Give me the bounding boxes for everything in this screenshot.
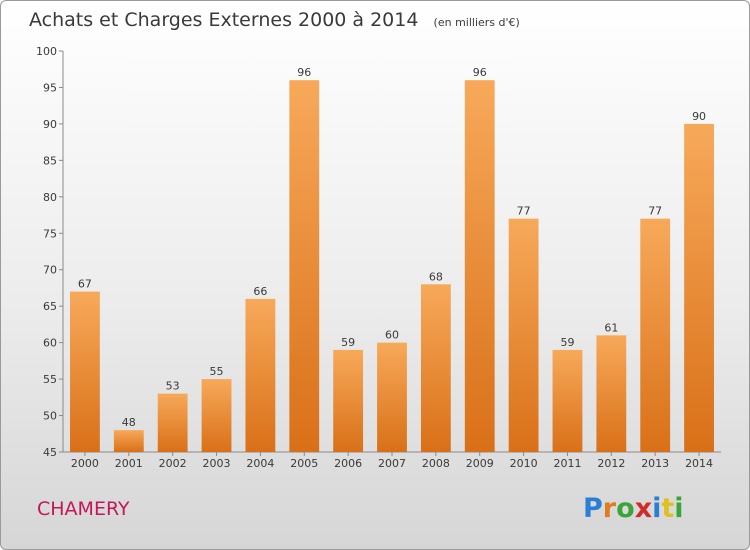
bar-2001 <box>113 430 144 452</box>
logo-letter: i <box>652 493 661 524</box>
bar-2008 <box>420 284 451 452</box>
logo-letter: o <box>616 493 635 524</box>
x-tick-label-2006: 2006 <box>334 457 362 470</box>
bar-2004 <box>245 298 276 452</box>
bar-2002 <box>157 393 188 452</box>
logo-letter: t <box>661 493 674 524</box>
x-tick-label-2000: 2000 <box>71 457 99 470</box>
value-label-2006: 59 <box>341 336 355 349</box>
chart-unit-text: (en milliers d'€) <box>434 16 520 29</box>
bar-2006 <box>333 349 364 452</box>
x-tick-label-2005: 2005 <box>290 457 318 470</box>
bar-2003 <box>201 379 232 452</box>
x-tick-label-2001: 2001 <box>115 457 143 470</box>
commune-name: CHAMERY <box>37 498 130 520</box>
value-label-2002: 53 <box>166 380 180 393</box>
x-tick-label-2013: 2013 <box>641 457 669 470</box>
value-label-2004: 66 <box>253 285 267 298</box>
chart-bars: 67 48 53 55 66 96 59 60 68 96 77 59 61 77 90 <box>70 66 714 452</box>
y-tick-label: 55 <box>43 373 57 386</box>
logo-letter: r <box>603 493 617 524</box>
y-tick-label: 95 <box>43 81 57 94</box>
logo-letter: P <box>583 493 603 524</box>
x-tick-label-2004: 2004 <box>246 457 274 470</box>
x-tick-label-2009: 2009 <box>466 457 494 470</box>
bar-2011 <box>552 349 583 452</box>
bar-2010 <box>508 218 539 452</box>
value-label-2003: 55 <box>210 365 224 378</box>
value-label-2012: 61 <box>604 321 618 334</box>
bar-2005 <box>289 80 320 452</box>
logo-letter: x <box>635 493 652 524</box>
value-label-2011: 59 <box>560 336 574 349</box>
y-tick-label: 85 <box>43 154 57 167</box>
y-tick-label: 90 <box>43 118 57 131</box>
x-tick-label-2007: 2007 <box>378 457 406 470</box>
bar-2007 <box>377 342 407 452</box>
y-tick-label: 75 <box>43 227 57 240</box>
x-tick-label-2012: 2012 <box>597 457 625 470</box>
x-tick-label-2010: 2010 <box>510 457 538 470</box>
bar-2000 <box>70 291 100 452</box>
x-tick-label-2014: 2014 <box>685 457 713 470</box>
x-tick-label-2002: 2002 <box>159 457 187 470</box>
chart-title-text: Achats et Charges Externes 2000 à 2014 <box>29 9 418 31</box>
value-label-2008: 68 <box>429 270 443 283</box>
bar-2009 <box>464 80 495 452</box>
y-tick-label: 65 <box>43 300 57 313</box>
value-label-2001: 48 <box>122 416 136 429</box>
x-tick-label-2008: 2008 <box>422 457 450 470</box>
proxiti-logo: Proxiti <box>583 493 684 524</box>
bar-2013 <box>640 218 671 452</box>
logo-letter: i <box>674 493 683 524</box>
value-label-2007: 60 <box>385 329 399 342</box>
value-label-2000: 67 <box>78 278 92 291</box>
bar-2014 <box>684 123 714 452</box>
chart-title: Achats et Charges Externes 2000 à 2014 (… <box>29 9 520 31</box>
x-tick-label-2003: 2003 <box>203 457 231 470</box>
bar-2012 <box>596 335 627 452</box>
x-tick-label-2011: 2011 <box>553 457 581 470</box>
chart-axes: 45 50 55 60 65 70 75 80 85 90 95 100 2000 2001 2002 200… <box>36 45 721 470</box>
y-tick-label: 80 <box>43 191 57 204</box>
y-tick-label: 50 <box>43 410 57 423</box>
value-label-2009: 96 <box>473 66 487 79</box>
y-tick-label: 45 <box>43 446 57 459</box>
value-label-2005: 96 <box>297 66 311 79</box>
y-tick-label: 100 <box>36 45 57 58</box>
value-label-2010: 77 <box>517 205 531 218</box>
y-tick-label: 60 <box>43 337 57 350</box>
y-tick-label: 70 <box>43 264 57 277</box>
value-label-2014: 90 <box>692 110 706 123</box>
value-label-2013: 77 <box>648 205 662 218</box>
